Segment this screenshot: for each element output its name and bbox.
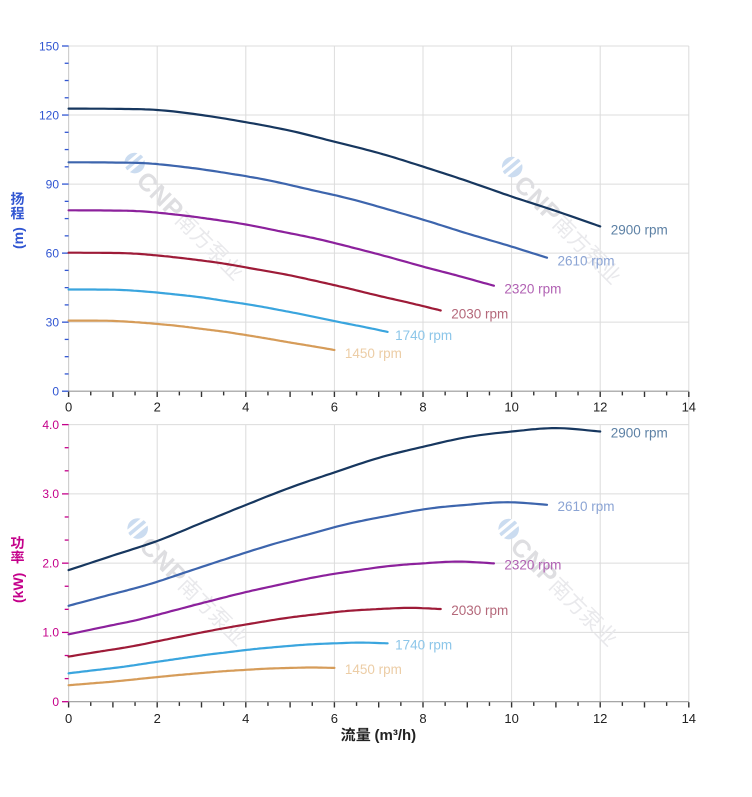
svg-text:3.0: 3.0: [42, 487, 59, 501]
svg-text:6: 6: [331, 399, 338, 414]
svg-text:0: 0: [52, 695, 59, 709]
svg-text:2030 rpm: 2030 rpm: [451, 603, 508, 618]
svg-text:2: 2: [154, 711, 161, 726]
svg-text:150: 150: [39, 39, 59, 53]
svg-text:12: 12: [593, 399, 607, 414]
svg-text:2: 2: [154, 399, 161, 414]
svg-text:4.0: 4.0: [42, 418, 59, 432]
svg-text:(kW): (kW): [10, 573, 26, 603]
svg-text:1740 rpm: 1740 rpm: [395, 637, 452, 652]
svg-text:4: 4: [242, 399, 249, 414]
svg-text:(m³/h): (m³/h): [375, 727, 417, 744]
svg-text:8: 8: [419, 711, 426, 726]
svg-text:0: 0: [52, 385, 59, 399]
svg-text:1.0: 1.0: [42, 626, 59, 640]
svg-text:10: 10: [504, 399, 518, 414]
svg-text:(m): (m): [10, 227, 26, 249]
svg-text:0: 0: [65, 399, 72, 414]
svg-text:2610 rpm: 2610 rpm: [558, 499, 615, 514]
svg-text:2900 rpm: 2900 rpm: [611, 222, 668, 237]
svg-text:0: 0: [65, 711, 72, 726]
svg-text:2320 rpm: 2320 rpm: [504, 282, 561, 297]
svg-text:6: 6: [331, 711, 338, 726]
svg-text:1450 rpm: 1450 rpm: [345, 346, 402, 361]
svg-text:4: 4: [242, 711, 249, 726]
svg-text:10: 10: [504, 711, 518, 726]
svg-text:1450 rpm: 1450 rpm: [345, 662, 402, 677]
svg-text:30: 30: [46, 316, 60, 330]
svg-text:1740 rpm: 1740 rpm: [395, 328, 452, 343]
svg-text:8: 8: [419, 399, 426, 414]
svg-text:2610 rpm: 2610 rpm: [558, 254, 615, 269]
svg-text:2320 rpm: 2320 rpm: [504, 557, 561, 572]
svg-text:12: 12: [593, 711, 607, 726]
svg-text:14: 14: [682, 399, 696, 414]
svg-text:2900 rpm: 2900 rpm: [611, 426, 668, 441]
svg-text:120: 120: [39, 108, 59, 122]
svg-text:60: 60: [46, 246, 60, 260]
svg-text:90: 90: [46, 177, 60, 191]
svg-text:14: 14: [682, 711, 696, 726]
svg-text:2030 rpm: 2030 rpm: [451, 307, 508, 322]
svg-text:2.0: 2.0: [42, 557, 59, 571]
